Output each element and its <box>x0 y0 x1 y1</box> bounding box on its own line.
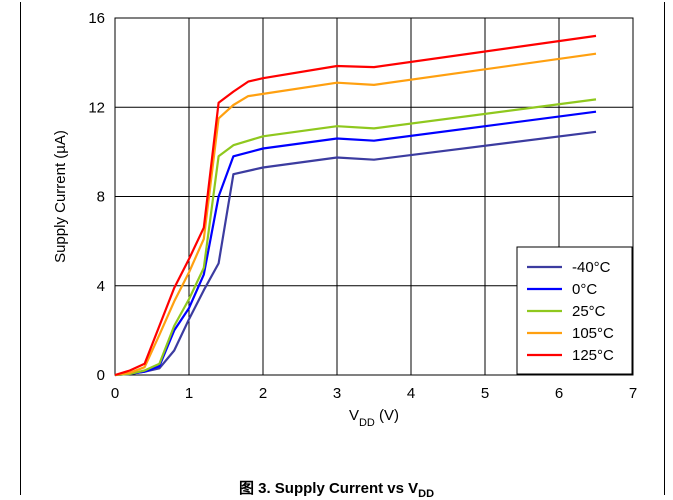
y-tick-label: 8 <box>97 189 105 206</box>
legend: -40°C 0°C 25°C 105°C 125°C <box>516 246 633 375</box>
plot-area <box>114 17 634 376</box>
x-tick-label: 4 <box>407 385 415 402</box>
x-tick-label: 7 <box>629 385 637 402</box>
y-tick-label: 0 <box>97 367 105 384</box>
caption-subscript: DD <box>418 488 435 500</box>
series-lines <box>114 34 597 377</box>
legend-label: 125°C <box>572 347 614 364</box>
series-line <box>114 52 597 377</box>
x-tick-label: 2 <box>259 385 267 402</box>
x-tick-label: 1 <box>185 385 193 402</box>
series-line <box>114 98 597 377</box>
x-tick-label: 3 <box>333 385 341 402</box>
figure-frame <box>20 2 665 495</box>
caption-text: 图 3. Supply Current vs V <box>238 480 419 497</box>
x-axis-label: VDD (V) <box>349 407 399 429</box>
legend-label: 0°C <box>572 281 597 298</box>
y-tick-labels: 0 4 8 12 16 <box>88 10 105 384</box>
y-tick-label: 4 <box>97 278 105 295</box>
y-tick-label: 16 <box>88 10 105 27</box>
x-tick-label: 0 <box>111 385 119 402</box>
legend-label: -40°C <box>572 259 611 276</box>
x-tick-label: 5 <box>481 385 489 402</box>
legend-label: 25°C <box>572 303 606 320</box>
series-line <box>114 110 597 377</box>
x-tick-labels: 0 1 2 3 4 5 6 7 <box>111 385 637 402</box>
y-axis-label: Supply Current (µA) <box>52 130 69 263</box>
legend-label: 105°C <box>572 325 614 342</box>
series-line <box>114 34 597 377</box>
x-tick-label: 6 <box>555 385 563 402</box>
y-tick-label: 12 <box>88 99 105 116</box>
